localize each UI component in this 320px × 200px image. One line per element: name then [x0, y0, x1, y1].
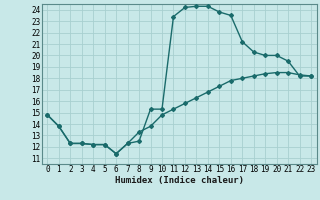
X-axis label: Humidex (Indice chaleur): Humidex (Indice chaleur) [115, 176, 244, 185]
